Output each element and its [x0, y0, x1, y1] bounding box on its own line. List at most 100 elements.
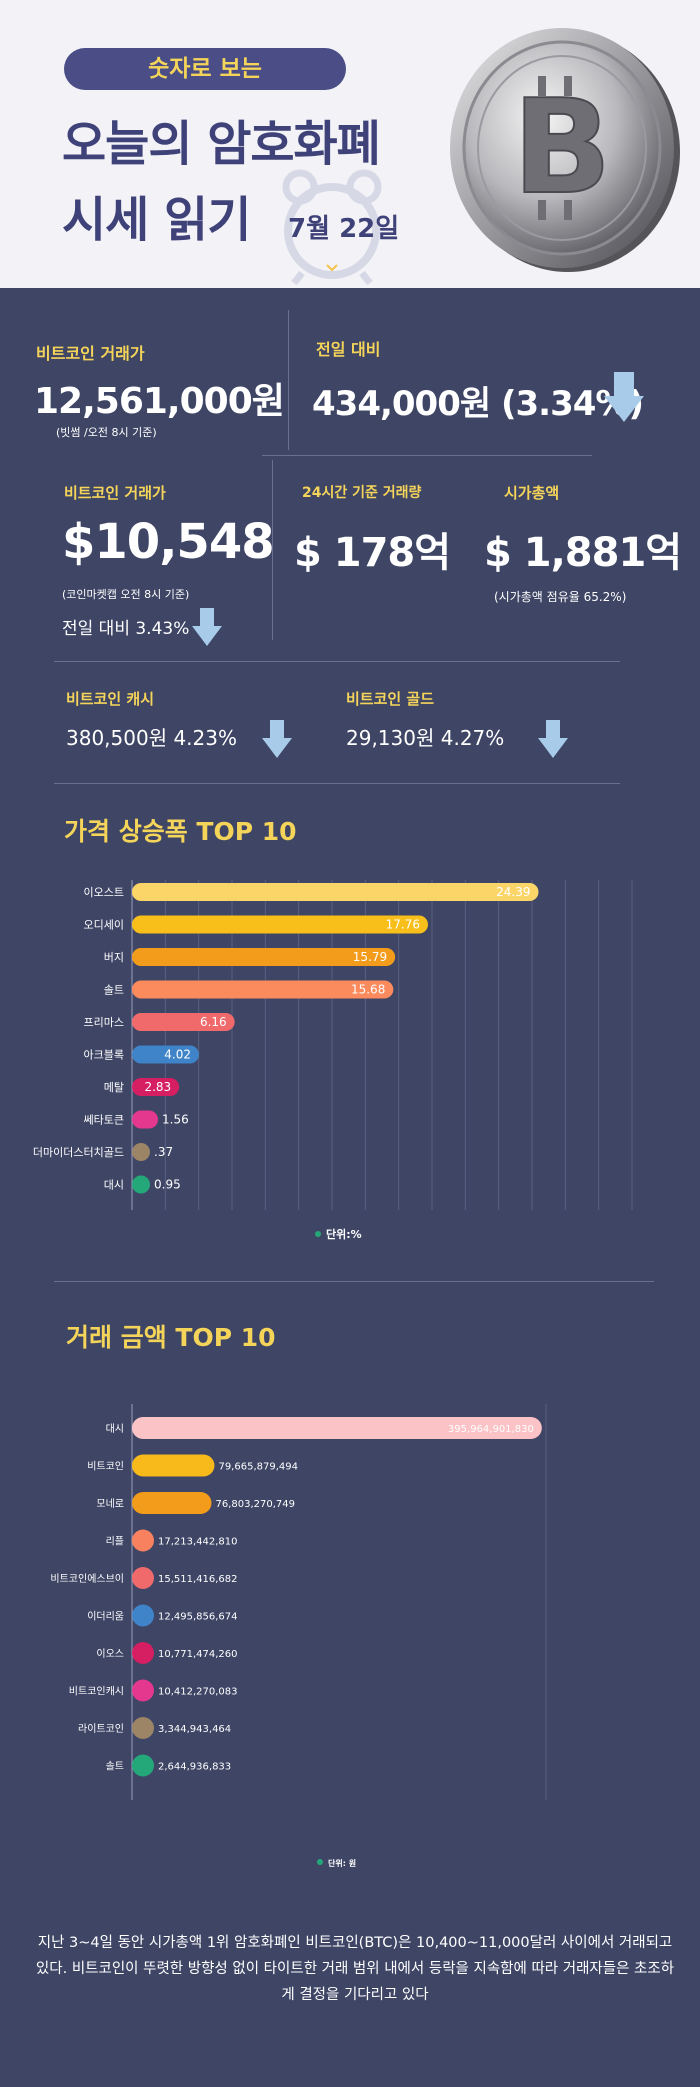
- value-label: 15.68: [351, 983, 385, 997]
- value-label: 15.79: [353, 950, 387, 964]
- divider: [288, 310, 289, 450]
- prev-day-label: 전일 대비: [316, 340, 381, 359]
- page-title-line2: 시세 읽기: [62, 192, 251, 248]
- legend-label: 단위:%: [326, 1227, 362, 1241]
- value-label: 395,964,901,830: [448, 1424, 534, 1435]
- value-label: 1.56: [162, 1113, 189, 1127]
- category-label: 프리마스: [84, 1016, 124, 1029]
- btc-usd-label: 비트코인 거래가: [64, 484, 166, 502]
- chart1-title: 가격 상승폭 TOP 10: [64, 817, 297, 846]
- bar: [132, 1642, 154, 1664]
- value-label: 2,644,936,833: [158, 1762, 231, 1773]
- category-label: 라이트코인: [78, 1723, 124, 1735]
- legend-label: 단위: 원: [328, 1858, 356, 1868]
- value-label: 17.76: [386, 918, 420, 932]
- category-label: 아크블록: [84, 1049, 124, 1062]
- legend-swatch: [317, 1859, 323, 1865]
- summary-paragraph: 지난 3~4일 동안 시가총액 1위 암호화폐인 비트코인(BTC)은 10,4…: [35, 1935, 675, 2003]
- alarm-clock-icon: [282, 169, 382, 285]
- btc-krw-value: 12,561,000원: [34, 381, 285, 422]
- value-label: 15,511,416,682: [158, 1574, 238, 1585]
- bar: [132, 1078, 180, 1096]
- bch-value: 380,500원 4.23%: [66, 726, 237, 750]
- category-label: 모네로: [96, 1498, 124, 1510]
- value-label: .37: [154, 1145, 173, 1159]
- bar: [132, 883, 539, 901]
- header-pill: 숫자로 보는: [64, 48, 346, 90]
- divider: [54, 783, 620, 784]
- bar: [132, 1417, 542, 1439]
- mcap-value: $ 1,881억: [484, 530, 682, 576]
- value-label: 17,213,442,810: [158, 1537, 238, 1548]
- bar: [132, 1175, 150, 1194]
- volume-value: $ 178억: [294, 530, 451, 576]
- bar: [132, 1013, 235, 1031]
- value-label: 10,771,474,260: [158, 1649, 238, 1660]
- btc-krw-label: 비트코인 거래가: [36, 344, 145, 363]
- category-label: 버지: [104, 951, 124, 964]
- bar: [132, 1454, 215, 1477]
- value-label: 76,803,270,749: [215, 1499, 295, 1510]
- price-rise-chart: 이오스트 24.39 오디세이 17.76 버지 15.79 솔트 15.68 프리마스 6.16…: [33, 880, 633, 1241]
- divider: [54, 1281, 654, 1282]
- down-arrow-icon: [538, 720, 568, 758]
- bar: [132, 1679, 154, 1702]
- category-label: 솔트: [104, 984, 124, 997]
- category-label: 메탈: [104, 1081, 124, 1094]
- value-label: 4.02: [164, 1048, 191, 1062]
- bar: [132, 1143, 150, 1161]
- value-label: 2.83: [144, 1080, 171, 1094]
- category-label: 비트코인: [87, 1461, 124, 1473]
- divider: [262, 455, 592, 456]
- date-label: 7월 22일: [288, 214, 400, 244]
- divider: [272, 460, 273, 640]
- category-label: 이오스: [96, 1648, 124, 1660]
- btc-krw-note: (빗썸 /오전 8시 기준): [56, 426, 157, 439]
- bar: [132, 1045, 199, 1064]
- bar: [132, 1754, 154, 1777]
- value-label: 24.39: [496, 885, 530, 899]
- btc-usd-note: (코인마켓캡 오전 8시 기준): [62, 588, 190, 601]
- btc-usd-change: 전일 대비 3.43%: [62, 619, 190, 639]
- category-label: 이더리움: [87, 1611, 124, 1623]
- category-label: 더마이더스터치골드: [33, 1146, 124, 1159]
- header-banner: 숫자로 보는 오늘의 암호화폐 시세 읽기 7월 22일 B: [0, 0, 700, 288]
- bar: [132, 1567, 154, 1589]
- category-label: 오디세이: [84, 919, 124, 932]
- btg-value: 29,130원 4.27%: [346, 726, 505, 750]
- bar: [132, 1717, 154, 1739]
- category-label: 대시: [106, 1423, 124, 1435]
- category-label: 이오스트: [84, 886, 124, 899]
- divider: [54, 661, 620, 662]
- bar: [132, 980, 394, 999]
- bar: [132, 1110, 158, 1129]
- chart2-title: 거래 금액 TOP 10: [66, 1323, 276, 1352]
- category-label: 비트코인캐시: [69, 1686, 124, 1698]
- value-label: 10,412,270,083: [158, 1687, 238, 1698]
- page-title-line1: 오늘의 암호화폐: [62, 116, 381, 172]
- volume-label: 24시간 기준 거래량: [302, 485, 422, 501]
- value-label: 6.16: [200, 1015, 227, 1029]
- value-label: 3,344,943,464: [158, 1724, 231, 1735]
- bch-label: 비트코인 캐시: [66, 690, 155, 708]
- value-label: 12,495,856,674: [158, 1612, 238, 1623]
- mcap-note: (시가총액 점유율 65.2%): [494, 590, 627, 604]
- prev-day-value: 434,000원 (3.34%): [312, 384, 644, 424]
- bar: [132, 948, 396, 966]
- btc-usd-value: $10,548: [62, 514, 275, 570]
- mcap-label: 시가총액: [504, 484, 560, 502]
- category-label: 솔트: [106, 1761, 124, 1773]
- value-label: 0.95: [154, 1178, 181, 1192]
- bar: [132, 1492, 212, 1514]
- bar: [132, 1529, 154, 1552]
- category-label: 비트코인에스브이: [50, 1573, 124, 1585]
- down-arrow-icon: [262, 720, 292, 758]
- bar: [132, 1604, 154, 1627]
- category-label: 쎄타토큰: [84, 1114, 124, 1127]
- category-label: 대시: [104, 1179, 124, 1192]
- btg-label: 비트코인 골드: [346, 690, 435, 708]
- bar: [132, 915, 428, 934]
- legend-swatch: [315, 1231, 321, 1237]
- svg-text:B: B: [512, 71, 611, 223]
- down-arrow-icon: [192, 608, 222, 646]
